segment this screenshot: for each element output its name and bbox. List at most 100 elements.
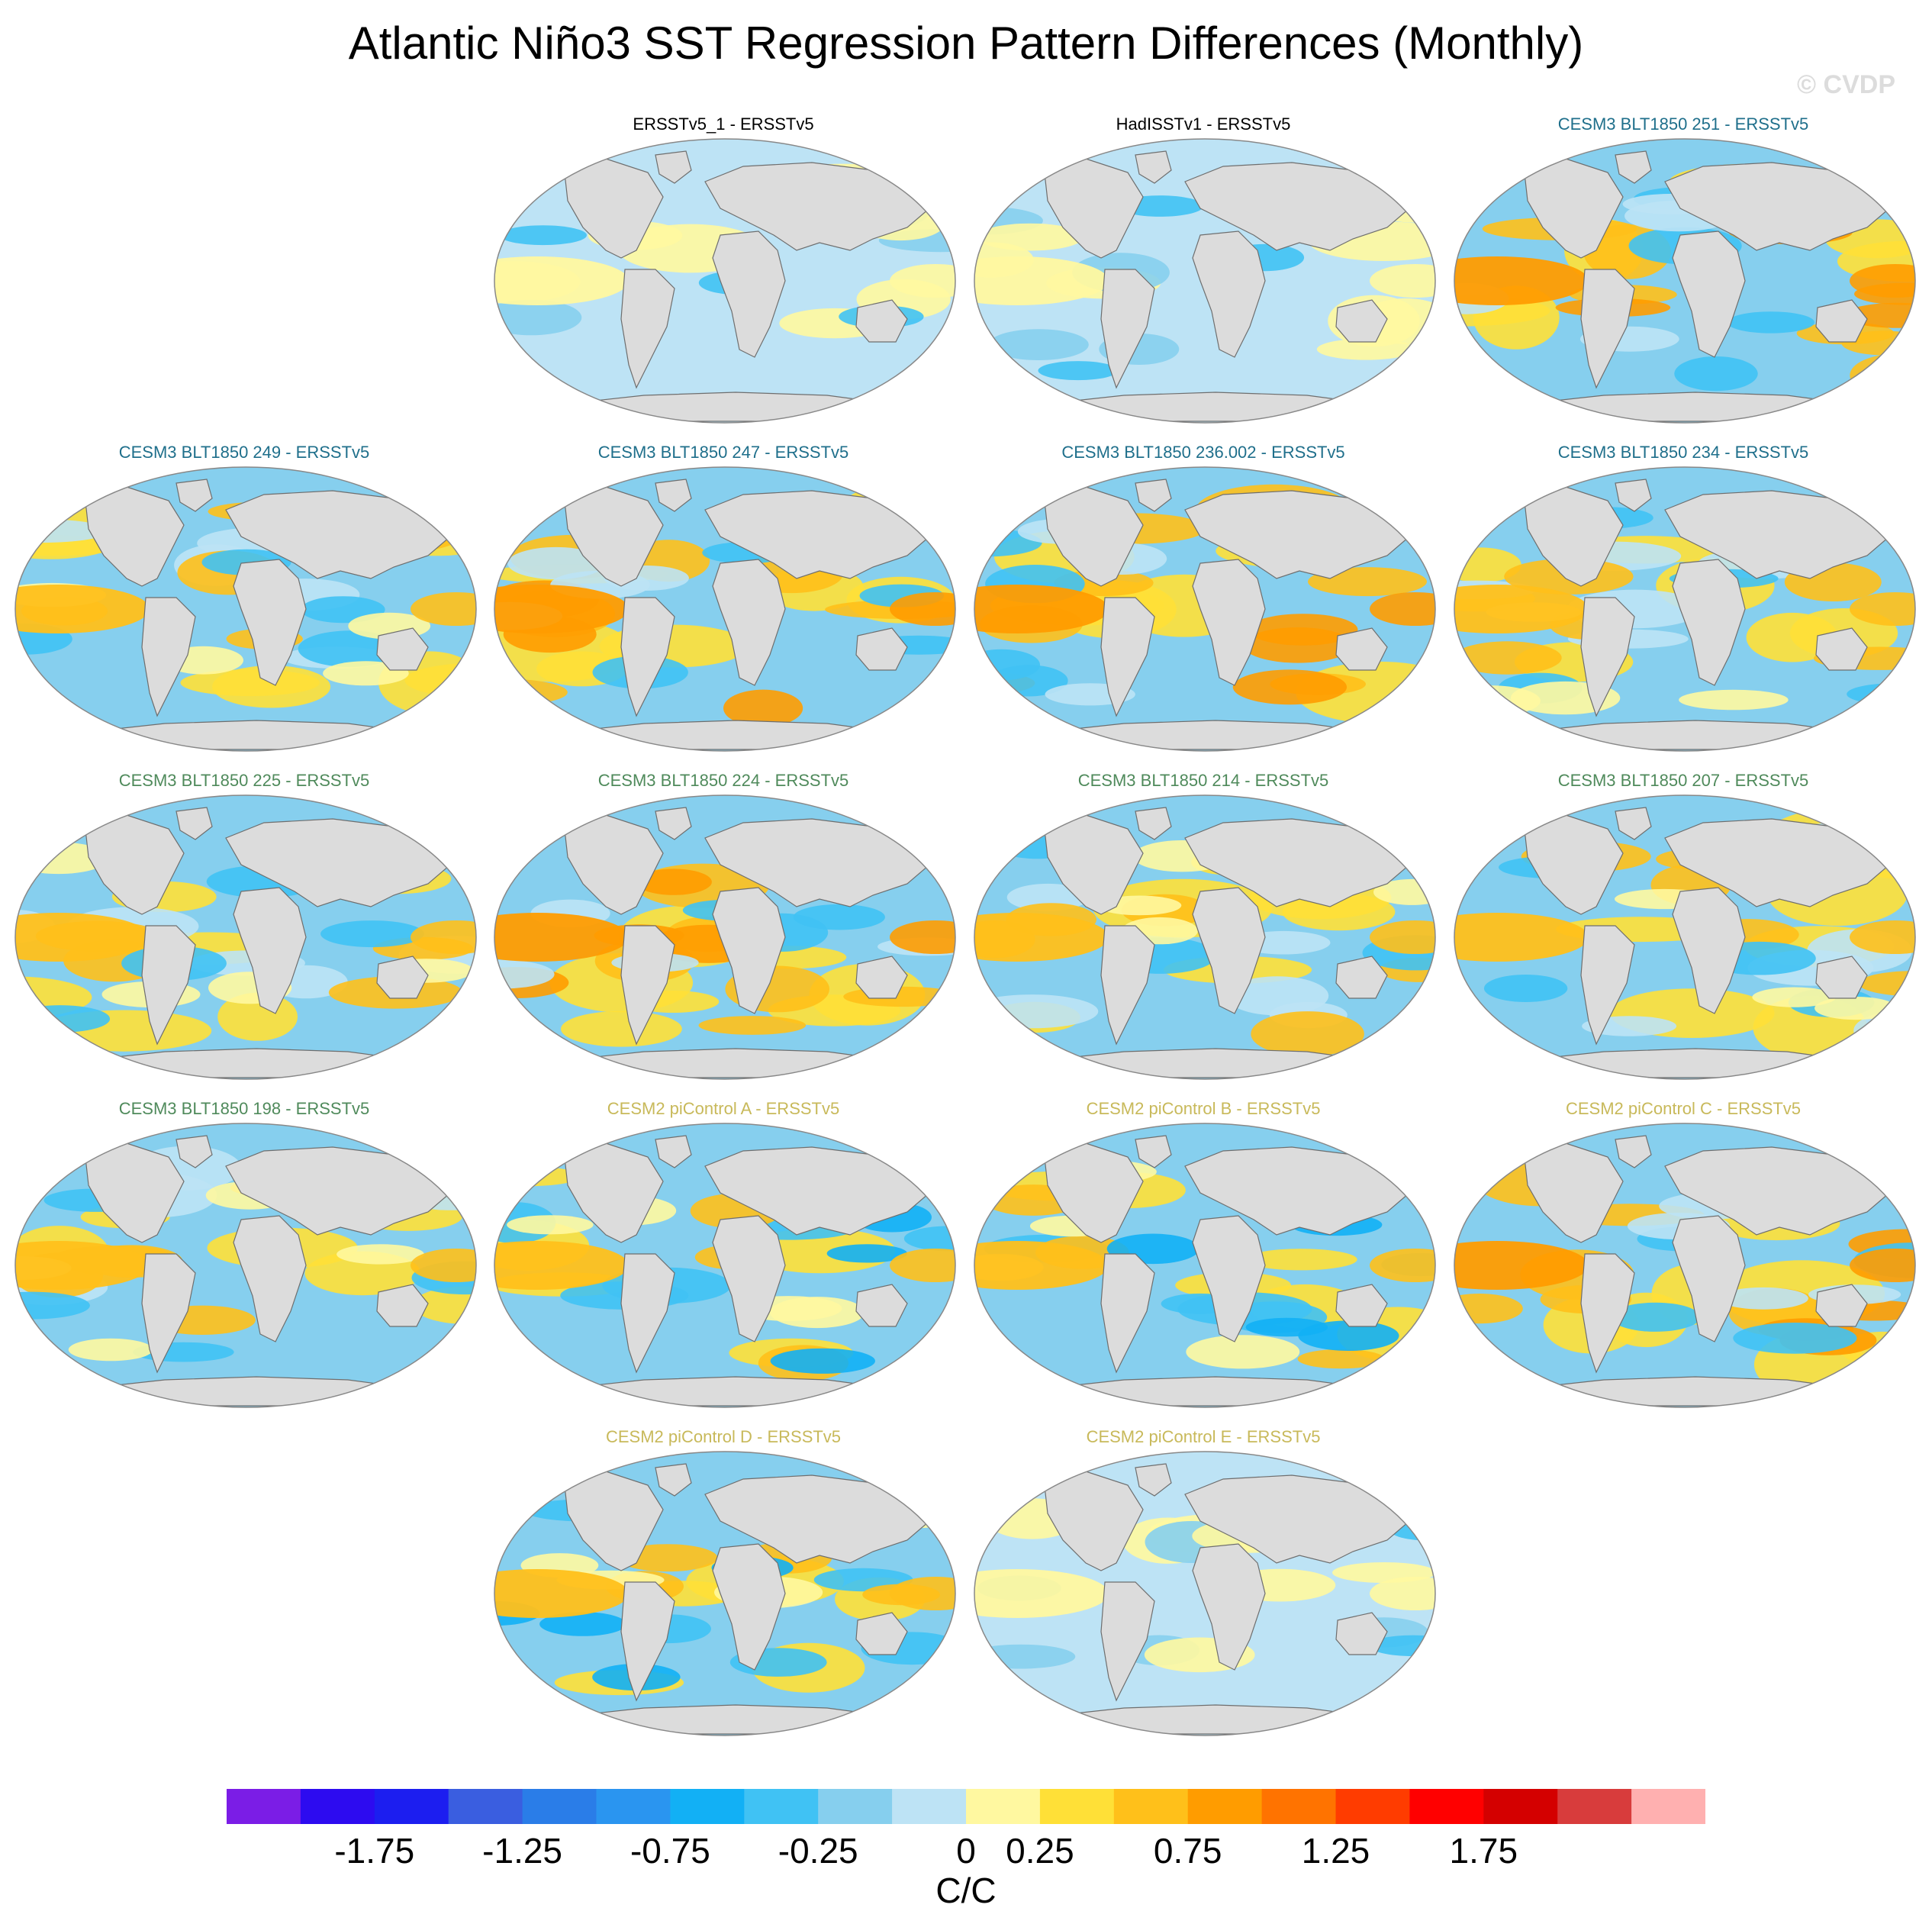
pacific-anomaly-band-east: [411, 1249, 476, 1282]
anomaly-region: [1316, 338, 1415, 360]
panel-title: CESM3 BLT1850 234 - ERSSTv5: [1557, 443, 1809, 462]
land-mask: [563, 1471, 664, 1571]
robinson-map: [974, 138, 1436, 424]
land-mask: [855, 1284, 908, 1327]
colorbar-swatch: [227, 1789, 301, 1824]
land-mask: [141, 925, 196, 1046]
land-mask: [1100, 597, 1155, 717]
land-mask: [1672, 230, 1746, 358]
land-mask: [1664, 1146, 1895, 1236]
land-mask: [563, 814, 664, 915]
panel-title: CESM2 piControl C - ERSSTv5: [1565, 1099, 1802, 1118]
land-mask: [563, 486, 664, 587]
land-mask: [1135, 1135, 1172, 1168]
anomaly-region: [298, 630, 402, 667]
panel-title: CESM3 BLT1850 247 - ERSSTv5: [597, 443, 849, 462]
land-mask: [1664, 818, 1895, 907]
colorbar-swatch: [1039, 1789, 1115, 1824]
anomaly-region: [180, 669, 320, 697]
anomaly-region: [507, 546, 605, 580]
map-border: [974, 1451, 1436, 1736]
colorbar-swatch: [1557, 1789, 1632, 1824]
land-mask: [1184, 490, 1415, 579]
map-panel: CESM2 piControl B - ERSSTv5: [967, 1099, 1440, 1435]
robinson-map: [1454, 466, 1916, 752]
anomaly-region: [1006, 883, 1089, 911]
land-mask: [1100, 1253, 1155, 1374]
land-mask: [84, 486, 185, 587]
robinson-map: [1454, 794, 1916, 1080]
land-mask: [1815, 1284, 1868, 1327]
panel-title: CESM3 BLT1850 249 - ERSSTv5: [118, 443, 370, 462]
pacific-anomaly-band: [974, 256, 1109, 305]
anomaly-region: [68, 1338, 153, 1362]
colorbar-swatch: [596, 1789, 671, 1824]
pacific-anomaly-band-east: [890, 1249, 955, 1282]
colorbar-tick-label: 1.75: [1449, 1831, 1518, 1871]
anomaly-region: [1674, 356, 1758, 392]
land-mask: [855, 627, 908, 671]
map-border: [974, 138, 1436, 424]
robinson-map: [14, 794, 477, 1080]
pacific-anomaly-band: [494, 1241, 629, 1290]
anomaly-region: [15, 1291, 90, 1320]
land-mask: [712, 887, 786, 1014]
anomaly-region: [635, 869, 712, 895]
anomaly-region: [770, 1348, 875, 1374]
land-mask: [84, 814, 185, 915]
colorbar-swatch: [300, 1789, 375, 1824]
land-mask: [655, 150, 692, 184]
pacific-anomaly-band-east: [890, 920, 955, 954]
map-panel: CESM3 BLT1850 225 - ERSSTv5: [8, 771, 481, 1107]
anomaly-region: [1297, 1349, 1385, 1369]
land-mask: [1100, 925, 1155, 1046]
land-mask: [1192, 1215, 1266, 1342]
land-mask: [704, 818, 935, 907]
land-mask: [1615, 807, 1652, 840]
land-mask: [233, 887, 307, 1014]
land-mask: [704, 1474, 935, 1564]
anomaly-region: [1814, 997, 1897, 1020]
panel-title: CESM3 BLT1850 236.002 - ERSSTv5: [1061, 443, 1345, 462]
anomaly-region: [1718, 1287, 1808, 1310]
land-mask: [1523, 158, 1624, 259]
map-border: [1454, 1123, 1916, 1408]
land-mask: [655, 1463, 692, 1497]
land-mask: [1192, 230, 1266, 358]
colorbar-tick-label: 1.25: [1301, 1831, 1370, 1871]
land-mask: [1184, 818, 1415, 907]
colorbar-swatch: [1261, 1789, 1336, 1824]
pacific-anomaly-band: [15, 585, 150, 633]
land-mask: [376, 956, 429, 999]
colorbar-swatch: [966, 1789, 1041, 1824]
pacific-anomaly-band: [494, 913, 629, 962]
land-mask: [175, 807, 213, 840]
colorbar-swatch: [522, 1789, 597, 1824]
colorbar-swatch: [744, 1789, 819, 1824]
anomaly-region: [1251, 1011, 1364, 1057]
anomaly-region: [561, 1010, 682, 1047]
pacific-anomaly-band-east: [1370, 920, 1435, 954]
robinson-map: [494, 1451, 956, 1736]
anomaly-region: [539, 1612, 626, 1636]
land-mask: [1184, 1146, 1415, 1236]
land-mask: [1815, 956, 1868, 999]
map-panel: CESM3 BLT1850 198 - ERSSTv5: [8, 1099, 481, 1435]
map-panel: CESM2 piControl E - ERSSTv5: [967, 1427, 1440, 1763]
land-mask: [704, 162, 935, 251]
anomaly-region: [1245, 1317, 1328, 1337]
pacific-anomaly-band-east: [1850, 920, 1915, 954]
land-mask: [1135, 150, 1172, 184]
anomaly-region: [1611, 1302, 1701, 1332]
land-mask: [175, 479, 213, 512]
colorbar-swatch: [1335, 1789, 1410, 1824]
map-border: [494, 138, 956, 424]
land-mask: [225, 1146, 456, 1236]
robinson-map: [1454, 1123, 1916, 1408]
land-mask: [1672, 559, 1746, 686]
panel-title: CESM3 BLT1850 224 - ERSSTv5: [597, 771, 849, 790]
map-panel: CESM3 BLT1850 234 - ERSSTv5: [1447, 443, 1920, 778]
panel-title: HadISSTv1 - ERSSTv5: [1116, 114, 1291, 134]
land-mask: [1100, 1581, 1155, 1702]
panel-title: CESM3 BLT1850 225 - ERSSTv5: [118, 771, 370, 790]
